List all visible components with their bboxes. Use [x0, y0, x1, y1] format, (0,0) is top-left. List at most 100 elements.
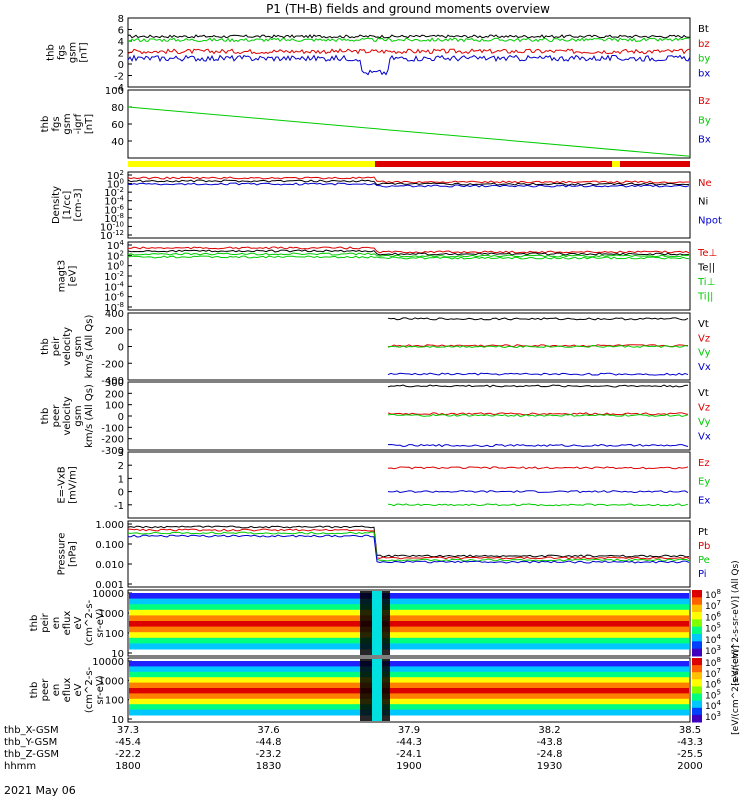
heatmap-8-band	[129, 609, 689, 616]
panel-5-legend-Vt: Vt	[698, 388, 709, 399]
panel-8-tick-label: 10	[111, 649, 124, 660]
panel-1-tick-label: 60	[111, 120, 124, 131]
panel-4-tick-label: -200	[101, 359, 124, 370]
panel-2-tick-label: 10-12	[100, 229, 124, 242]
series-Pb-line	[127, 528, 690, 560]
colorbar-9-segment	[692, 714, 702, 723]
panel-1-tick-label: 100	[105, 86, 124, 97]
heatmap-9-band	[129, 709, 689, 716]
colorbar-8-segment	[692, 604, 702, 613]
panel-5-tick-label: -100	[101, 423, 124, 434]
heatmap-8-transition	[372, 591, 382, 655]
colorbar-8-segment	[692, 590, 702, 598]
panel-4-ylabel: thb	[40, 338, 51, 355]
series-Te⊥-line	[127, 246, 690, 254]
panel-4-legend-Vx: Vx	[698, 362, 711, 373]
xaxis-tick-label: -24.1	[396, 749, 422, 760]
xaxis-tick-label: 37.3	[117, 725, 139, 736]
colorbar-9-segment	[692, 658, 702, 666]
panel-3-ylabel: [eV]	[68, 266, 79, 287]
panel-1-tick-label: 80	[111, 103, 124, 114]
panel-1-tick-label: 40	[111, 137, 124, 148]
panel-5-tick-label: 300	[105, 378, 124, 389]
colorbar-8-tick: 105	[705, 622, 721, 635]
panel-frame-6	[127, 451, 691, 519]
heatmap-9-band	[129, 688, 689, 694]
xaxis-row-label: hhmm	[4, 761, 36, 772]
colorbar-8-tick: 108	[705, 588, 721, 601]
panel-4-tick-label: 400	[105, 309, 124, 320]
panel-9-ylabel: eflux	[62, 678, 73, 703]
quality-bar-good-short	[612, 161, 620, 167]
series-Vz-line	[387, 344, 689, 348]
panel-4-ylabel: gsm	[73, 336, 84, 357]
panel-8-tick-label: 10000	[92, 589, 124, 600]
panel-6-tick-label: 2	[118, 461, 124, 472]
panel-2-tick-label: 10-6	[104, 203, 124, 216]
series-Ni-line	[127, 179, 690, 186]
heatmap-9-band	[129, 693, 689, 700]
panel-6-tick-label: -1	[114, 501, 124, 512]
panel-7-ylabel: [nPa]	[68, 541, 79, 567]
panel-8-tick-label: 100	[105, 629, 124, 640]
colorbar-8-label: [eV/(cm^2-s-sr-eV)] (All Qs)	[731, 560, 741, 685]
panel-0-ylabel: thb	[46, 44, 57, 61]
heatmap-8-band	[129, 621, 689, 628]
panel-3-legend-Te⊥: Te⊥	[697, 248, 717, 259]
panel-3-legend-Te||: Te||	[697, 263, 715, 274]
colorbar-9-segment	[692, 700, 702, 709]
panel-1-ylabel: fgs	[51, 116, 62, 131]
series-bx-line	[127, 54, 691, 76]
colorbar-8-segment	[692, 612, 702, 620]
heatmap-8-band	[129, 626, 689, 633]
colorbar-9-tick: 108	[705, 656, 721, 669]
panel-frame-5	[127, 381, 691, 451]
xaxis-tick-label: 38.5	[679, 725, 701, 736]
panel-2-legend-Npot: Npot	[698, 215, 722, 226]
chart-title: P1 (TH-B) fields and ground moments over…	[266, 2, 550, 16]
colorbar-8-tick: 106	[705, 610, 721, 623]
panel-0-tick-label: -4	[114, 83, 124, 94]
panel-0-legend-bz: bz	[698, 39, 710, 50]
xaxis-tick-label: 37.6	[257, 725, 279, 736]
heatmap-9-band	[129, 677, 689, 684]
xaxis-tick-label: -23.2	[256, 749, 282, 760]
xaxis-tick-label: -43.3	[677, 737, 703, 748]
heatmap-8-band	[129, 593, 689, 600]
quality-bar-bad	[375, 161, 690, 167]
series-Vy-line	[387, 345, 689, 349]
panel-5-tick-label: 100	[105, 401, 124, 412]
colorbar-8-segment	[692, 597, 702, 606]
panel-4-tick-label: 200	[105, 326, 124, 337]
panel-5-ylabel: thb	[40, 408, 51, 425]
colorbar-9-tick: 103	[705, 710, 721, 723]
panel-2-legend-Ne: Ne	[698, 178, 712, 189]
panel-0-tick-label: 4	[118, 37, 124, 48]
series-Te||-line	[127, 249, 690, 256]
panel-1-ylabel: thb	[40, 116, 51, 133]
panel-5-legend-Vz: Vz	[698, 403, 710, 414]
panel-8-ylabel: eV	[73, 616, 84, 629]
series-Vx-line	[387, 443, 689, 448]
panel-3-ylabel: magt3	[57, 260, 68, 293]
panel-7-tick-label: 0.010	[95, 560, 124, 571]
panel-7-tick-label: 1.000	[95, 520, 124, 531]
panel-9-tick-label: 100	[105, 696, 124, 707]
colorbar-8-segment	[692, 619, 702, 628]
panel-5-ylabel: peer	[51, 404, 62, 428]
panel-9-tick-label: 1000	[99, 676, 124, 687]
panel-0-ylabel: gsm	[68, 42, 79, 63]
panel-8-ylabel: thb	[29, 615, 40, 632]
panel-5-tick-label: -300	[101, 446, 124, 457]
panel-4-legend-Vz: Vz	[698, 333, 710, 344]
heatmap-8-band	[129, 632, 689, 639]
panel-9-tick-label: 10000	[92, 657, 124, 668]
heatmap-9-band	[129, 704, 689, 711]
series-Vy-line	[387, 413, 689, 417]
panel-6-legend-Ez: Ez	[698, 458, 710, 469]
colorbar-9-segment	[692, 672, 702, 680]
colorbar-8-segment	[692, 634, 702, 642]
panel-8-tick-label: 1000	[99, 609, 124, 620]
panel-0-tick-label: 6	[118, 26, 124, 37]
panel-0-legend-bx: bx	[698, 68, 710, 79]
